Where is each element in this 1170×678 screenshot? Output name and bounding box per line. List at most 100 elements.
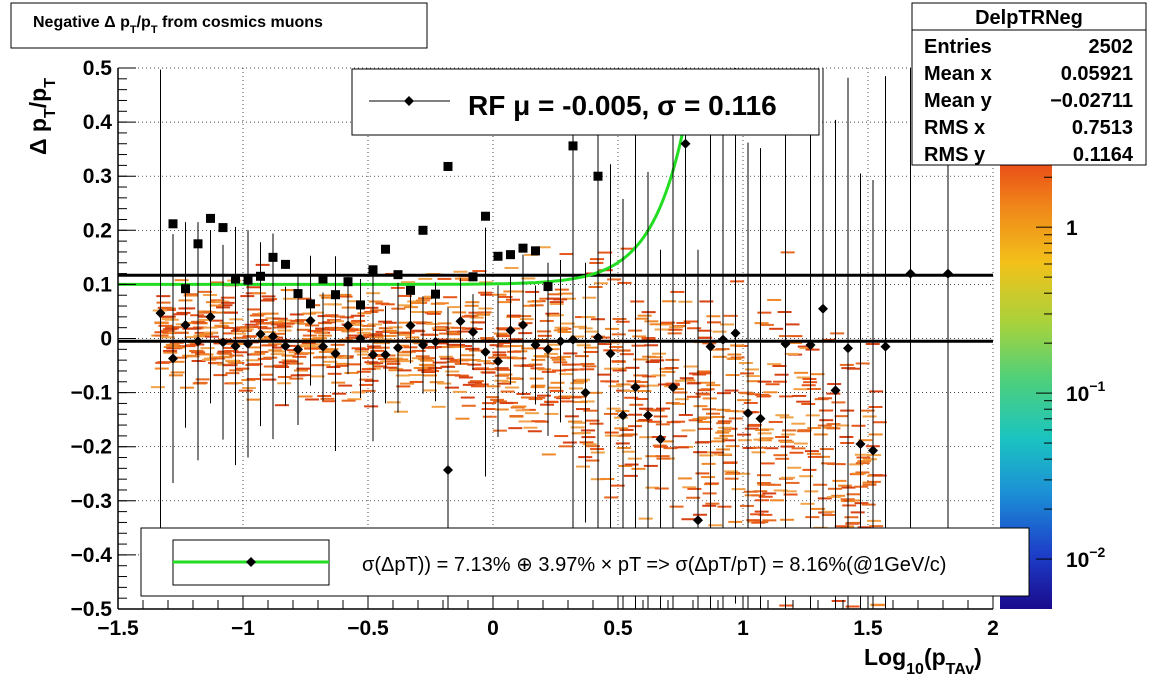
scatter-cell — [804, 450, 819, 453]
scatter-cell — [619, 353, 634, 356]
mean-point — [555, 336, 566, 347]
scatter-cell — [351, 347, 366, 350]
scatter-cell — [494, 374, 509, 377]
scatter-cell — [872, 474, 887, 477]
scatter-cell — [806, 387, 821, 390]
scatter-cell — [240, 326, 255, 329]
scatter-cell — [576, 378, 591, 381]
scatter-cell — [323, 303, 338, 306]
scatter-cell — [693, 405, 708, 408]
x-axis-label: Log10(pTAv) — [864, 644, 982, 678]
scatter-cell — [622, 450, 637, 453]
scatter-cell — [398, 333, 413, 336]
scatter-cell — [737, 399, 752, 402]
scatter-cell — [807, 455, 822, 458]
scatter-cell — [489, 344, 504, 347]
scatter-cell — [359, 378, 374, 381]
scatter-cell — [871, 604, 886, 607]
scatter-cell — [862, 483, 877, 486]
scatter-cell — [317, 395, 332, 398]
mean-point — [805, 339, 816, 350]
scatter-cell — [589, 261, 604, 264]
scatter-cell — [397, 294, 412, 297]
scatter-cell — [424, 333, 439, 336]
scatter-cell — [872, 421, 887, 424]
scatter-cell — [246, 378, 261, 381]
scatter-cell — [483, 362, 498, 365]
scatter-cell — [277, 329, 292, 332]
scatter-cell — [492, 351, 507, 354]
scatter-cell — [263, 365, 278, 368]
scatter-cell — [247, 346, 262, 349]
scatter-cell — [296, 328, 311, 331]
scatter-cell — [562, 441, 577, 444]
scatter-cell — [834, 525, 849, 528]
scatter-cell — [184, 336, 199, 339]
scatter-cell — [544, 412, 559, 415]
scatter-cell — [409, 380, 424, 383]
scatter-cell — [320, 397, 335, 400]
scatter-cell — [547, 343, 562, 346]
scatter-cell — [687, 487, 702, 490]
scatter-cell — [451, 326, 466, 329]
scatter-cell — [248, 363, 263, 366]
scatter-cell — [780, 251, 795, 254]
scatter-cell — [398, 304, 413, 307]
scatter-cell — [486, 385, 501, 388]
scatter-cell — [581, 429, 596, 432]
scatter-cell — [361, 368, 376, 371]
scatter-cell — [322, 321, 337, 324]
scatter-cell — [232, 336, 247, 339]
scatter-cell — [617, 281, 632, 284]
mean-point — [830, 385, 841, 396]
scatter-cell — [769, 327, 784, 330]
scatter-cell — [644, 320, 659, 323]
mean-point — [518, 319, 528, 330]
chart-title: Negative Δ pT/pT from cosmics muons — [33, 14, 323, 36]
scatter-cell — [507, 350, 522, 353]
scatter-cell — [462, 383, 477, 386]
scatter-cell — [669, 326, 684, 329]
scatter-cell — [588, 391, 603, 394]
scatter-cell — [819, 448, 834, 451]
scatter-cell — [251, 352, 266, 355]
scatter-cell — [764, 447, 779, 450]
scatter-cell — [826, 496, 841, 499]
scatter-cell — [834, 415, 849, 418]
scatter-cell — [497, 301, 512, 304]
mean-point — [455, 316, 466, 327]
scatter-cell — [259, 321, 274, 324]
scatter-cell — [164, 327, 179, 330]
scatter-cell — [453, 270, 468, 273]
scatter-cell — [785, 323, 800, 326]
mean-point — [843, 343, 853, 354]
mean-point — [418, 339, 428, 350]
scatter-cell — [463, 327, 478, 330]
scatter-cell — [583, 409, 598, 412]
mean-point — [355, 333, 366, 344]
scatter-cell — [638, 517, 653, 520]
scatter-cell — [375, 330, 390, 333]
scatter-cell — [430, 302, 445, 305]
sigma-point — [393, 270, 403, 280]
sigma-point — [506, 250, 515, 260]
scatter-cell — [687, 327, 702, 330]
scatter-cell — [509, 415, 524, 418]
scatter-cell — [527, 430, 542, 433]
scatter-cell — [838, 484, 853, 487]
sigma-point — [243, 275, 253, 285]
sigma-point — [431, 289, 440, 299]
scatter-cell — [400, 281, 415, 284]
scatter-cell — [191, 360, 206, 363]
mean-point — [905, 268, 916, 279]
scatter-cell — [493, 400, 508, 403]
mean-point — [180, 319, 191, 330]
scatter-cell — [382, 334, 397, 337]
scatter-cell — [380, 303, 395, 306]
scatter-cell — [800, 502, 815, 505]
scatter-cell — [650, 359, 665, 362]
scatter-cell — [389, 332, 404, 335]
scatter-cell — [702, 504, 717, 507]
sigma-point — [193, 239, 203, 249]
scatter-cell — [693, 513, 708, 516]
